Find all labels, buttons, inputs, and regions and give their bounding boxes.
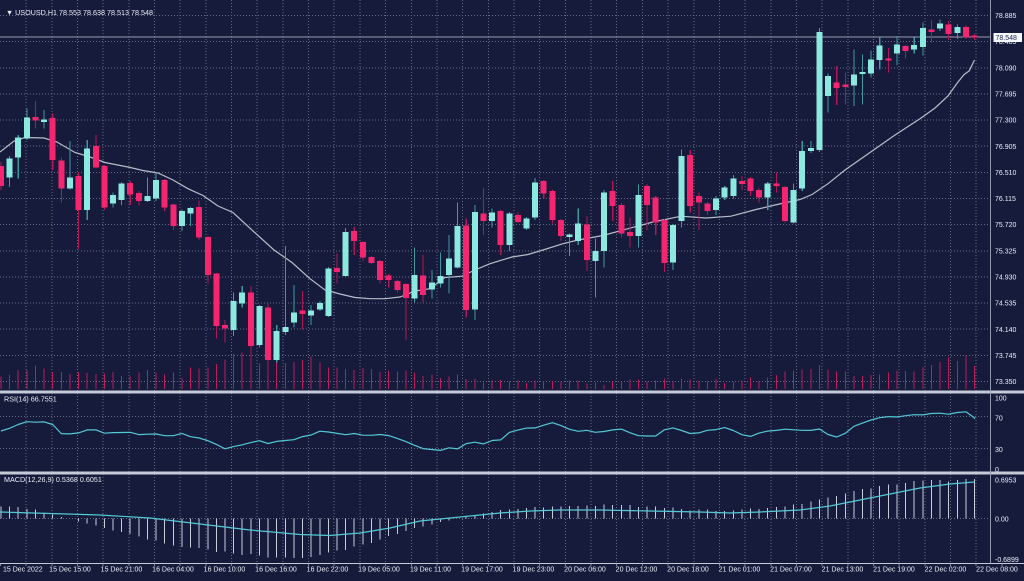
svg-text:19 Dec 17:00: 19 Dec 17:00 [461,567,503,574]
svg-text:0.6953: 0.6953 [995,478,1017,485]
svg-text:74.535: 74.535 [995,301,1017,308]
svg-text:0: 0 [995,467,999,474]
svg-text:MACD(12,26,9) 0.5368 0.6051: MACD(12,26,9) 0.5368 0.6051 [4,475,102,484]
svg-text:76.510: 76.510 [995,170,1017,177]
svg-text:30: 30 [995,447,1003,454]
svg-text:78.485: 78.485 [995,39,1017,46]
svg-text:20 Dec 06:00: 20 Dec 06:00 [564,567,606,574]
svg-text:20 Dec 12:00: 20 Dec 12:00 [616,567,658,574]
svg-text:74.930: 74.930 [995,275,1017,282]
svg-text:21 Dec 01:00: 21 Dec 01:00 [719,567,761,574]
svg-text:21 Dec 19:00: 21 Dec 19:00 [873,567,915,574]
svg-text:19 Dec 11:00: 19 Dec 11:00 [410,567,451,574]
svg-text:77.695: 77.695 [995,92,1017,99]
svg-text:74.140: 74.140 [995,327,1017,334]
svg-text:73.350: 73.350 [995,379,1017,386]
svg-text:-0.6899: -0.6899 [995,557,1019,564]
svg-text:0.00: 0.00 [995,517,1009,524]
svg-text:75.720: 75.720 [995,222,1017,229]
svg-text:20 Dec 18:00: 20 Dec 18:00 [667,567,709,574]
svg-text:100: 100 [995,396,1007,403]
svg-text:19 Dec 23:00: 19 Dec 23:00 [513,567,555,574]
svg-text:75.325: 75.325 [995,248,1017,255]
svg-text:78.548: 78.548 [996,35,1018,42]
svg-text:73.745: 73.745 [995,353,1017,360]
svg-text:22 Dec 02:00: 22 Dec 02:00 [925,567,967,574]
svg-text:77.300: 77.300 [995,118,1017,125]
svg-text:RSI(14) 66.7551: RSI(14) 66.7551 [4,395,57,404]
svg-text:16 Dec 16:00: 16 Dec 16:00 [255,567,297,574]
svg-text:15 Dec 15:00: 15 Dec 15:00 [49,567,91,574]
svg-text:78.090: 78.090 [995,65,1017,72]
svg-text:22 Dec 08:00: 22 Dec 08:00 [976,567,1018,574]
svg-text:70: 70 [995,416,1003,423]
svg-text:16 Dec 04:00: 16 Dec 04:00 [152,567,194,574]
svg-text:76.905: 76.905 [995,144,1017,151]
svg-text:15 Dec 21:00: 15 Dec 21:00 [101,567,143,574]
svg-text:78.885: 78.885 [995,13,1017,20]
svg-text:15 Dec 2022: 15 Dec 2022 [3,567,43,574]
svg-text:21 Dec 07:00: 21 Dec 07:00 [770,567,812,574]
svg-text:16 Dec 10:00: 16 Dec 10:00 [204,567,246,574]
svg-text:16 Dec 22:00: 16 Dec 22:00 [307,567,349,574]
svg-text:▼ USOUSD,H1 78.553 78.638 78.: ▼ USOUSD,H1 78.553 78.638 78.513 78.548 [6,8,153,17]
svg-text:76.115: 76.115 [995,196,1016,203]
svg-text:19 Dec 05:00: 19 Dec 05:00 [358,567,400,574]
svg-text:21 Dec 13:00: 21 Dec 13:00 [822,567,864,574]
